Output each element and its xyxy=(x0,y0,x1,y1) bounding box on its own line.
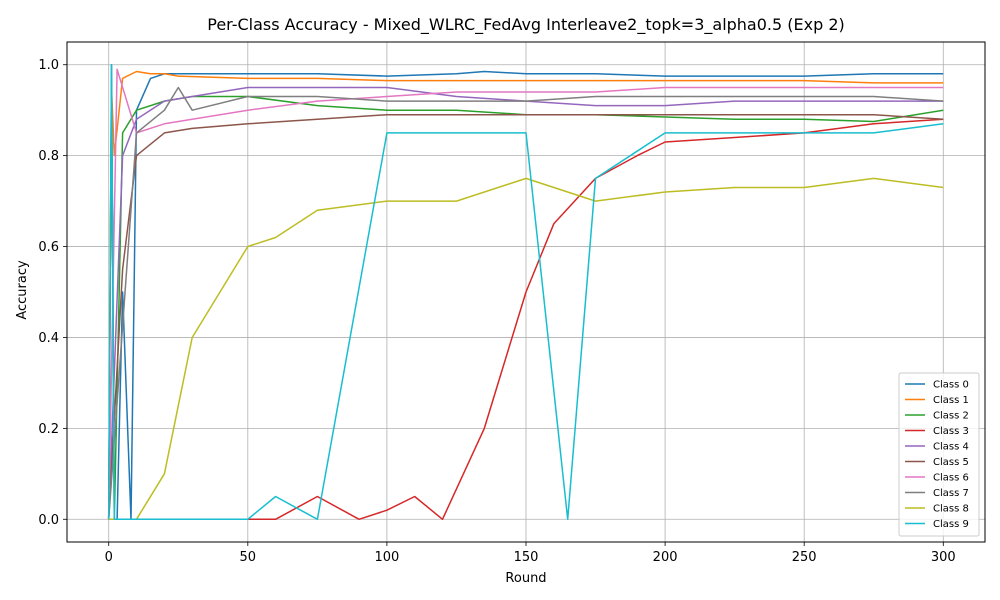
legend-label: Class 8 xyxy=(933,504,969,515)
legend-label: Class 3 xyxy=(933,426,969,437)
grid-lines xyxy=(67,42,985,542)
x-tick-label: 200 xyxy=(653,550,678,565)
legend-label: Class 0 xyxy=(933,380,969,391)
series-line-class-0 xyxy=(107,63,944,521)
legend-label: Class 7 xyxy=(933,488,969,499)
x-axis-label: Round xyxy=(505,571,546,586)
legend-label: Class 1 xyxy=(933,395,969,406)
axis-ticks: 0 50 100 150 200 250 300 0.0 0.2 0.4 0.6 0.8 1.0 xyxy=(38,58,955,565)
y-tick-label: 0.6 xyxy=(38,240,59,255)
y-tick-label: 0.8 xyxy=(38,149,59,164)
y-tick-label: 0.2 xyxy=(38,422,59,437)
x-tick-label: 0 xyxy=(105,550,113,565)
legend-label: Class 2 xyxy=(933,411,969,422)
y-tick-label: 0.0 xyxy=(38,513,59,528)
legend-label: Class 4 xyxy=(933,442,969,453)
series-line-class-6 xyxy=(107,68,944,520)
legend-label: Class 9 xyxy=(933,519,969,530)
plot-area xyxy=(107,63,944,521)
x-tick-label: 300 xyxy=(931,550,956,565)
legend-label: Class 6 xyxy=(933,473,969,484)
y-tick-label: 1.0 xyxy=(38,58,59,73)
x-tick-label: 100 xyxy=(374,550,399,565)
legend: Class 0 Class 1 Class 2 Class 3 Class 4 Class… xyxy=(898,372,980,537)
series-line-class-8 xyxy=(108,177,944,521)
series-line-class-9 xyxy=(107,63,944,521)
legend-label: Class 5 xyxy=(933,457,969,468)
x-tick-label: 50 xyxy=(240,550,257,565)
series-line-class-1 xyxy=(107,70,944,520)
y-axis-label: Accuracy xyxy=(15,260,30,320)
legend-box xyxy=(898,372,980,537)
chart-title: Per-Class Accuracy - Mixed_WLRC_FedAvg I… xyxy=(207,15,845,35)
y-tick-label: 0.4 xyxy=(38,331,59,346)
x-tick-label: 150 xyxy=(514,550,539,565)
x-tick-label: 250 xyxy=(792,550,817,565)
series-line-class-4 xyxy=(107,86,944,520)
series-line-class-7 xyxy=(107,86,944,520)
series-line-class-5 xyxy=(107,113,944,520)
